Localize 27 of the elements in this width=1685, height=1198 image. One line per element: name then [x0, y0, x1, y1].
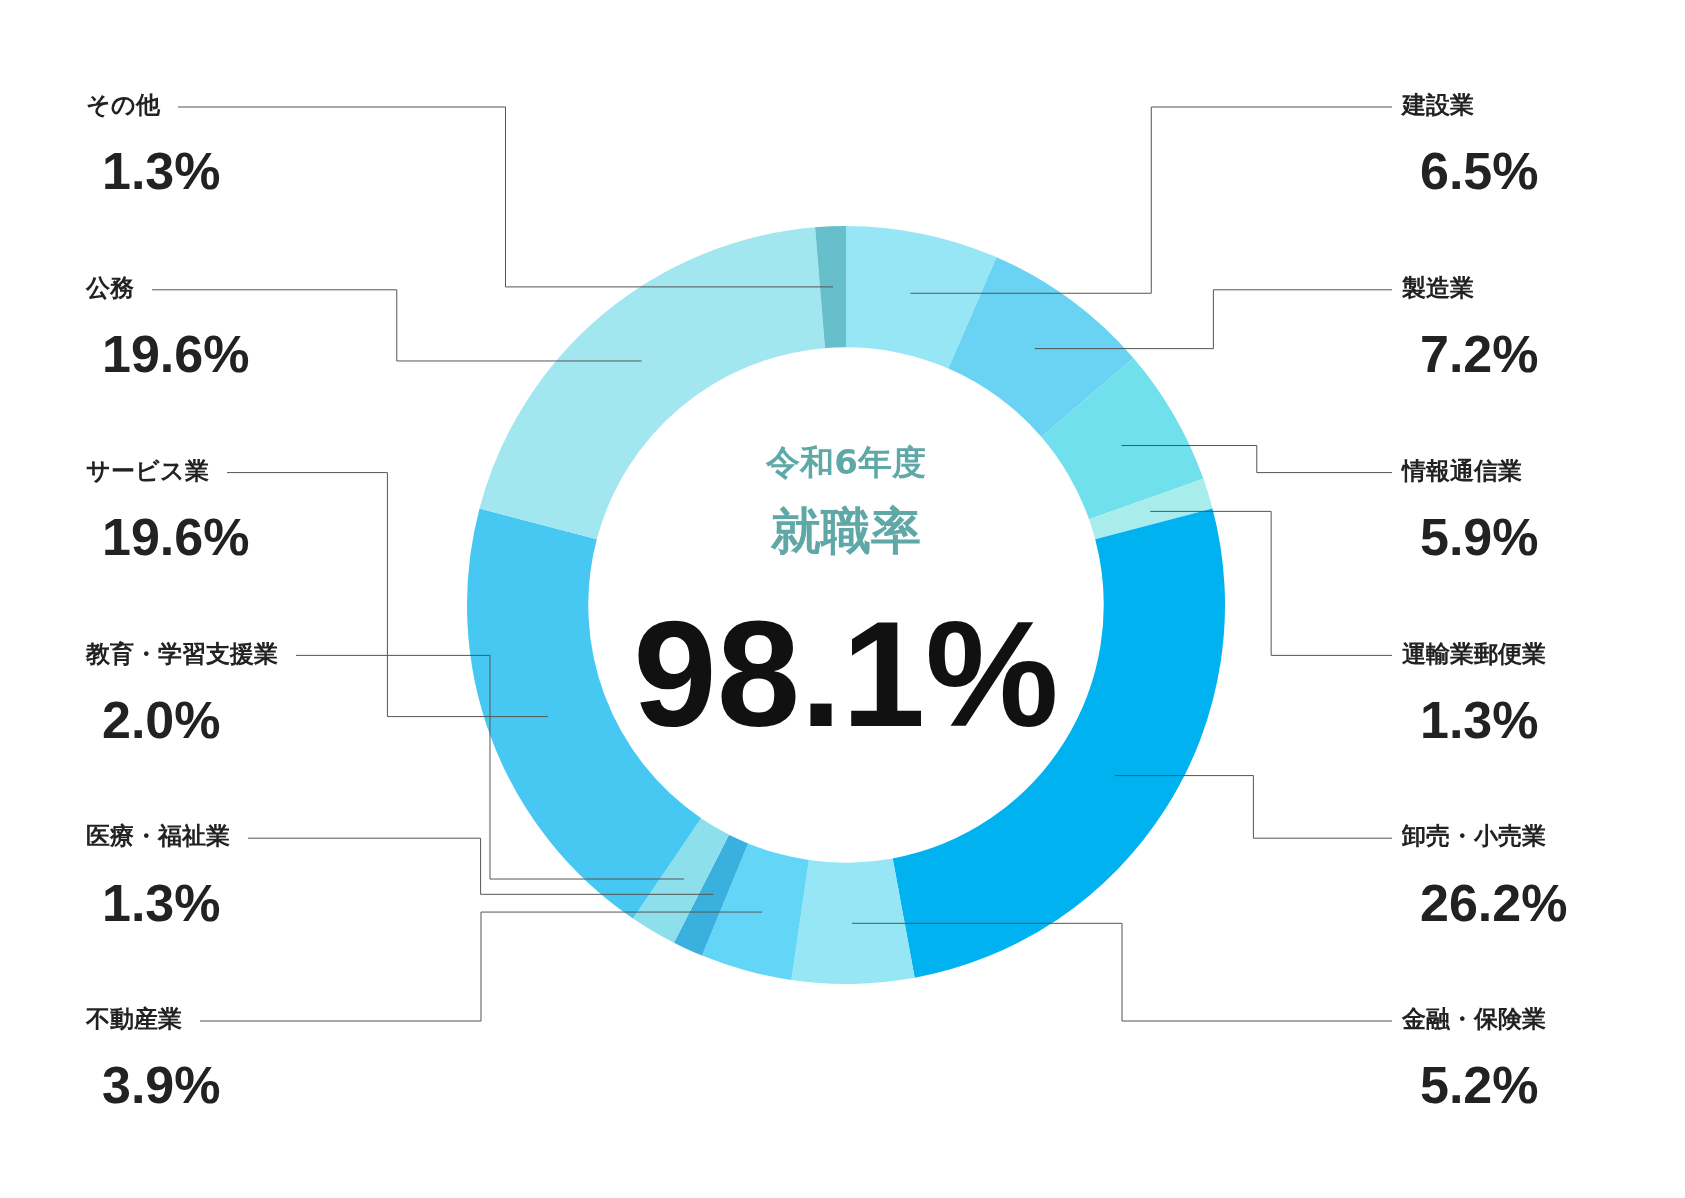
data-label: 5.2% [1420, 1056, 1539, 1115]
data-label: 1.3% [102, 873, 221, 932]
data-label: 1.3% [102, 142, 221, 201]
slice-label: 製造業 [1401, 274, 1474, 303]
slice-label: 金融・保険業 [1401, 1005, 1546, 1034]
text: 就職率 [770, 501, 921, 560]
slice-label: 不動産業 [85, 1005, 182, 1034]
slice-label: 卸売・小売業 [1401, 822, 1546, 851]
slice-label: その他 [86, 91, 161, 120]
data-label: 7.2% [1420, 325, 1539, 384]
slice-label: 教育・学習支援業 [85, 639, 278, 668]
data-label: 26.2% [1420, 873, 1568, 932]
text: 令和6年度 [765, 441, 926, 482]
data-label: 5.9% [1420, 507, 1539, 566]
slice-label: 運輸業郵便業 [1402, 639, 1546, 668]
slice-label: 建設業 [1400, 91, 1474, 120]
data-label: 6.5% [1420, 142, 1539, 201]
data-label: 3.9% [102, 1056, 221, 1115]
slice-label: 情報通信業 [1400, 456, 1522, 485]
slice-label: 公務 [85, 274, 134, 303]
data-label: 2.0% [102, 690, 221, 749]
text: 98.1% [633, 590, 1059, 759]
data-label: 19.6% [102, 507, 250, 566]
data-label: 1.3% [1420, 690, 1539, 749]
slice-label: 医療・福祉業 [86, 822, 230, 851]
data-label: 19.6% [102, 325, 250, 384]
slice-label: サービス業 [86, 456, 209, 485]
